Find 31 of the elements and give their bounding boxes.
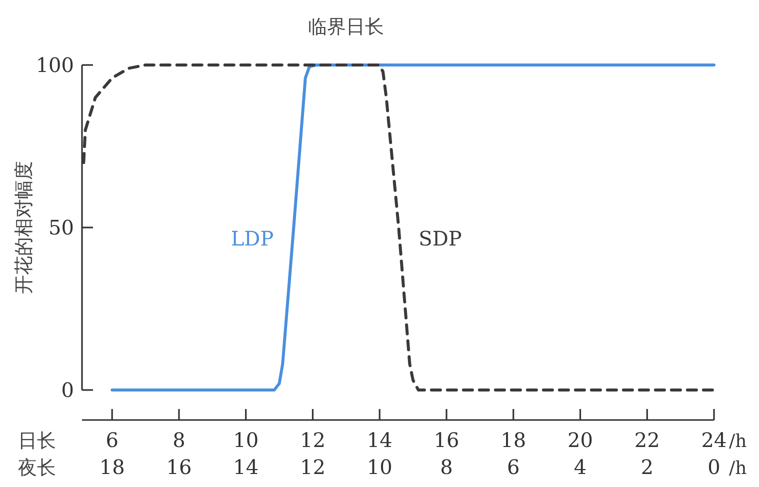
x2-axis-title: 夜长 <box>18 457 56 479</box>
x-tick-label: 10 <box>233 428 259 452</box>
x-tick-label: 8 <box>172 428 186 452</box>
x2-tick-label: 12 <box>300 455 326 479</box>
y-tick-label: 50 <box>48 216 74 240</box>
annotation: 临界日长 <box>308 16 384 38</box>
x-tick-label: 12 <box>300 428 326 452</box>
y-axis-title: 开花的相对幅度 <box>13 161 35 294</box>
x2-tick-label: 16 <box>166 455 192 479</box>
x-tick-label: 14 <box>366 428 392 452</box>
x-tick-label: 22 <box>634 428 660 452</box>
x2-tick-label: 4 <box>574 455 587 479</box>
x-tick-label: 20 <box>568 428 593 452</box>
x2-tick-label: 2 <box>640 455 654 479</box>
x-axis-title: 日长 <box>18 430 56 452</box>
y-tick-label: 0 <box>61 378 74 402</box>
y-tick-label: 100 <box>36 53 74 77</box>
series-label: SDP <box>418 226 462 250</box>
x2-tick-label: 14 <box>233 455 259 479</box>
x2-tick-label: 6 <box>507 455 520 479</box>
series-label: LDP <box>230 226 274 250</box>
x-tick-label: 16 <box>434 428 460 452</box>
text: /h <box>729 431 748 452</box>
text: /h <box>729 458 748 479</box>
x2-tick-label: 10 <box>366 455 392 479</box>
x-tick-label: 24 <box>701 428 727 452</box>
x-tick-label: 6 <box>106 428 118 452</box>
x2-tick-label: 0 <box>708 455 720 479</box>
x2-tick-label: 8 <box>440 455 453 479</box>
x-tick-label: 18 <box>500 428 526 452</box>
x2-tick-label: 18 <box>99 455 125 479</box>
